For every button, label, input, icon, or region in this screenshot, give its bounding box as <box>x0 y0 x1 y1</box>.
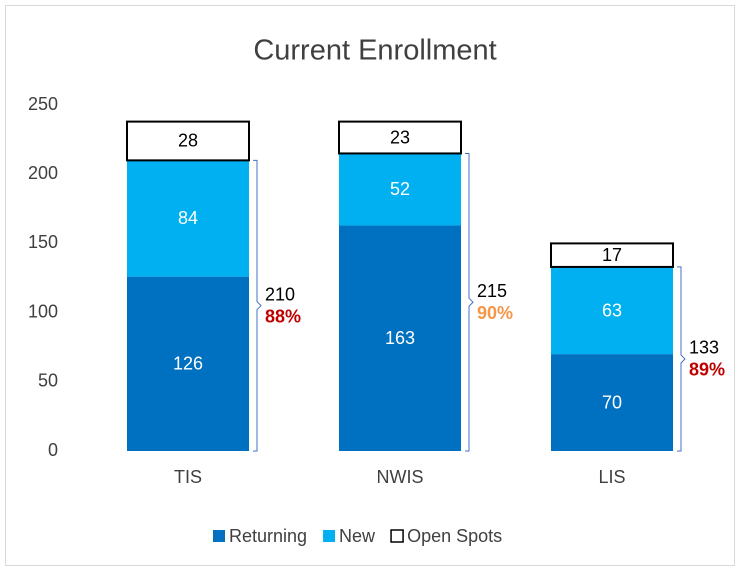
x-tick-label: LIS <box>598 467 625 487</box>
bar-segment <box>551 354 673 451</box>
bar-segment <box>551 266 673 355</box>
bar-segment <box>127 160 249 277</box>
total-label: 215 <box>477 281 507 301</box>
x-tick-label: TIS <box>174 467 202 487</box>
legend-label: New <box>339 526 376 546</box>
bracket <box>465 152 474 452</box>
y-tick-label: 250 <box>28 94 58 114</box>
y-tick-label: 0 <box>48 440 58 460</box>
data-label: 23 <box>390 127 410 147</box>
data-label: 17 <box>602 245 622 265</box>
bracket <box>677 266 686 452</box>
percent-label: 90% <box>477 303 513 323</box>
bracket <box>253 159 262 452</box>
data-label: 126 <box>173 354 203 374</box>
y-tick-label: 50 <box>38 371 58 391</box>
x-tick-label: NWIS <box>377 467 424 487</box>
legend-label: Returning <box>229 526 307 546</box>
data-label: 52 <box>390 179 410 199</box>
bar-segment <box>126 120 250 162</box>
y-tick-label: 150 <box>28 232 58 252</box>
percent-label: 89% <box>689 360 725 380</box>
data-label: 70 <box>602 392 622 412</box>
y-tick-label: 200 <box>28 163 58 183</box>
data-label: 163 <box>385 328 415 348</box>
legend-swatch <box>213 530 225 542</box>
total-label: 210 <box>265 284 295 304</box>
data-label: 84 <box>178 208 198 228</box>
bar-segment <box>550 242 674 268</box>
bar-segment <box>338 120 462 155</box>
bar-segment <box>339 225 461 451</box>
percent-label: 88% <box>265 306 301 326</box>
bar-segment <box>127 276 249 451</box>
legend-swatch <box>323 530 336 542</box>
legend-label: Open Spots <box>407 526 502 546</box>
legend-swatch <box>390 529 404 543</box>
y-tick-label: 100 <box>28 301 58 321</box>
data-label: 63 <box>602 300 622 320</box>
data-label: 28 <box>178 131 198 151</box>
total-label: 133 <box>689 338 719 358</box>
chart-title: Current Enrollment <box>253 35 496 67</box>
bar-segment <box>339 153 461 226</box>
